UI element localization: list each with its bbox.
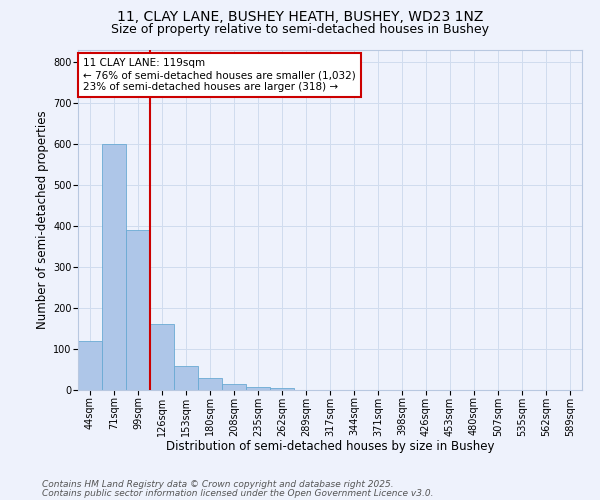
Bar [246, 387, 270, 390]
Text: Contains public sector information licensed under the Open Government Licence v3: Contains public sector information licen… [42, 488, 433, 498]
Bar [198, 378, 222, 390]
Bar [102, 144, 126, 390]
Y-axis label: Number of semi-detached properties: Number of semi-detached properties [36, 110, 49, 330]
Bar [78, 341, 102, 390]
Text: 11, CLAY LANE, BUSHEY HEATH, BUSHEY, WD23 1NZ: 11, CLAY LANE, BUSHEY HEATH, BUSHEY, WD2… [117, 10, 483, 24]
Text: Contains HM Land Registry data © Crown copyright and database right 2025.: Contains HM Land Registry data © Crown c… [42, 480, 394, 489]
Bar [222, 384, 246, 390]
Bar [126, 230, 150, 390]
Text: Size of property relative to semi-detached houses in Bushey: Size of property relative to semi-detach… [111, 22, 489, 36]
Text: 11 CLAY LANE: 119sqm
← 76% of semi-detached houses are smaller (1,032)
23% of se: 11 CLAY LANE: 119sqm ← 76% of semi-detac… [83, 58, 356, 92]
X-axis label: Distribution of semi-detached houses by size in Bushey: Distribution of semi-detached houses by … [166, 440, 494, 453]
Bar [150, 324, 174, 390]
Bar [270, 388, 294, 390]
Bar [174, 366, 198, 390]
